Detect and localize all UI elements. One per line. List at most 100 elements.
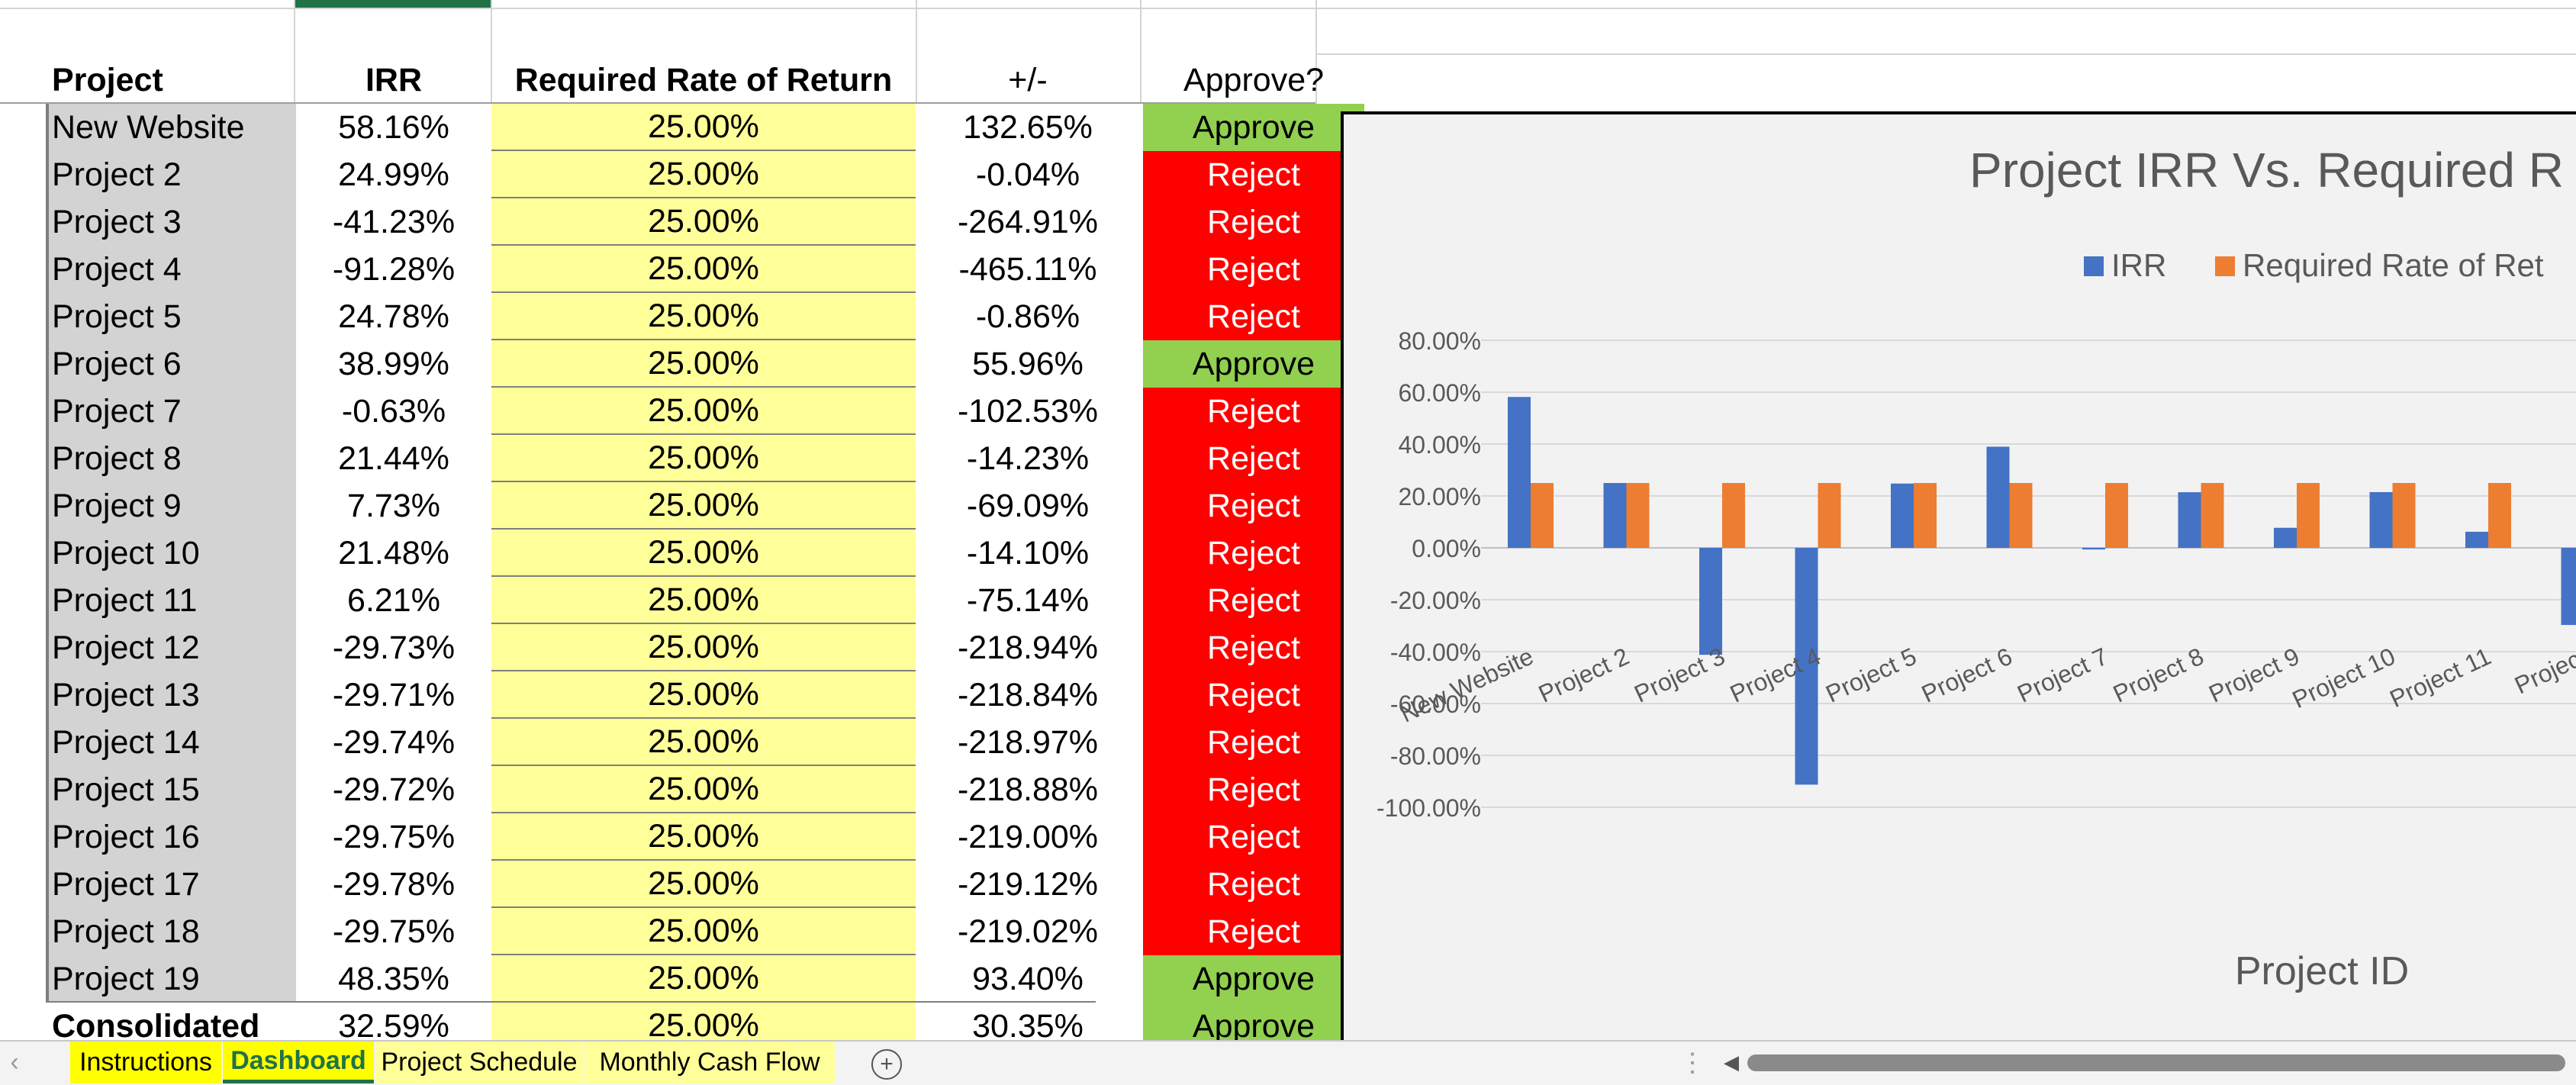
required-rate-cell[interactable]: 25.00%: [491, 577, 916, 624]
diff-cell[interactable]: -218.84%: [957, 676, 1099, 713]
diff-cell[interactable]: -465.11%: [958, 250, 1097, 288]
project-name-cell[interactable]: Project 5: [49, 293, 296, 340]
decision-cell[interactable]: Reject: [1143, 861, 1364, 908]
project-name-cell[interactable]: Project 11: [49, 577, 296, 624]
irr-cell[interactable]: 24.78%: [338, 298, 449, 335]
diff-cell[interactable]: -0.86%: [975, 298, 1080, 335]
irr-cell[interactable]: -29.75%: [332, 818, 456, 855]
tab-dashboard[interactable]: Dashboard: [223, 1042, 374, 1083]
decision-cell[interactable]: Approve: [1143, 340, 1364, 388]
project-name-cell[interactable]: Project 19: [49, 955, 296, 1003]
required-rate-cell[interactable]: 25.00%: [491, 435, 916, 482]
required-rate-cell[interactable]: 25.00%: [491, 671, 916, 719]
diff-cell[interactable]: -14.10%: [966, 534, 1090, 571]
decision-cell[interactable]: Reject: [1143, 719, 1364, 766]
project-name-cell[interactable]: Project 12: [49, 624, 296, 671]
diff-cell[interactable]: -218.97%: [957, 723, 1099, 761]
project-name-cell[interactable]: Project 16: [49, 813, 296, 861]
project-name-cell[interactable]: Project 2: [49, 151, 296, 198]
required-rate-cell[interactable]: 25.00%: [491, 246, 916, 293]
diff-cell[interactable]: -14.23%: [966, 439, 1090, 477]
project-name-cell[interactable]: Project 7: [49, 388, 296, 435]
irr-cell[interactable]: -41.23%: [332, 203, 456, 240]
diff-cell[interactable]: -264.91%: [957, 203, 1099, 240]
irr-cell[interactable]: 6.21%: [347, 581, 440, 619]
project-name-cell[interactable]: Project 3: [49, 198, 296, 246]
irr-cell[interactable]: 21.48%: [338, 534, 449, 571]
project-name-cell[interactable]: Project 17: [49, 861, 296, 908]
decision-cell[interactable]: Approve: [1143, 955, 1364, 1003]
decision-cell[interactable]: Reject: [1143, 151, 1364, 198]
decision-cell[interactable]: Reject: [1143, 198, 1364, 246]
irr-cell[interactable]: 58.16%: [338, 108, 449, 146]
worksheet[interactable]: Project IRR Required Rate of Return +/- …: [0, 0, 2576, 1040]
diff-cell[interactable]: -218.94%: [957, 629, 1099, 666]
horizontal-scrollbar[interactable]: [1747, 1054, 2565, 1071]
decision-cell[interactable]: Reject: [1143, 671, 1364, 719]
diff-cell[interactable]: -219.02%: [957, 913, 1099, 950]
add-sheet-icon[interactable]: +: [871, 1049, 902, 1080]
decision-cell[interactable]: Reject: [1143, 766, 1364, 813]
project-name-cell[interactable]: New Website: [49, 104, 296, 151]
irr-cell[interactable]: -0.63%: [341, 392, 446, 430]
scroll-left-icon[interactable]: ◀: [1724, 1051, 1739, 1074]
irr-cell[interactable]: -29.73%: [332, 629, 456, 666]
project-name-cell[interactable]: Project 18: [49, 908, 296, 955]
irr-cell[interactable]: -29.71%: [332, 676, 456, 713]
project-name-cell[interactable]: Project 14: [49, 719, 296, 766]
required-rate-cell[interactable]: 25.00%: [491, 151, 916, 198]
diff-cell[interactable]: -69.09%: [966, 487, 1090, 524]
irr-cell[interactable]: -29.78%: [332, 865, 456, 903]
decision-cell[interactable]: Approve: [1143, 104, 1364, 151]
irr-cell[interactable]: 32.59%: [338, 1007, 449, 1041]
diff-cell[interactable]: -102.53%: [957, 392, 1099, 430]
scroll-tabs-left-icon[interactable]: ‹: [10, 1048, 19, 1077]
diff-cell[interactable]: 55.96%: [972, 345, 1084, 382]
header-approve[interactable]: Approve?: [1183, 61, 1325, 98]
project-name-cell[interactable]: Project 13: [49, 671, 296, 719]
diff-cell[interactable]: 93.40%: [972, 960, 1084, 997]
decision-cell[interactable]: Reject: [1143, 293, 1364, 340]
required-rate-cell[interactable]: 25.00%: [491, 293, 916, 340]
header-irr[interactable]: IRR: [365, 61, 423, 98]
required-rate-cell[interactable]: 25.00%: [491, 908, 916, 955]
decision-cell[interactable]: Reject: [1143, 482, 1364, 530]
header-project[interactable]: Project: [52, 61, 163, 98]
decision-cell[interactable]: Reject: [1143, 435, 1364, 482]
project-name-cell[interactable]: Consolidated: [49, 1003, 296, 1040]
project-name-cell[interactable]: Project 4: [49, 246, 296, 293]
irr-cell[interactable]: 48.35%: [338, 960, 449, 997]
project-name-cell[interactable]: Project 10: [49, 530, 296, 577]
irr-cell[interactable]: 38.99%: [338, 345, 449, 382]
irr-cell[interactable]: 21.44%: [338, 439, 449, 477]
required-rate-cell[interactable]: 25.00%: [491, 624, 916, 671]
required-rate-cell[interactable]: 25.00%: [491, 104, 916, 151]
irr-cell[interactable]: 7.73%: [347, 487, 440, 524]
project-name-cell[interactable]: Project 15: [49, 766, 296, 813]
irr-cell[interactable]: 24.99%: [338, 156, 449, 193]
required-rate-cell[interactable]: 25.00%: [491, 861, 916, 908]
required-rate-cell[interactable]: 25.00%: [491, 813, 916, 861]
diff-cell[interactable]: -75.14%: [966, 581, 1090, 619]
irr-cell[interactable]: -29.74%: [332, 723, 456, 761]
decision-cell[interactable]: Reject: [1143, 530, 1364, 577]
tab-instructions[interactable]: Instructions: [70, 1042, 221, 1083]
diff-cell[interactable]: 30.35%: [972, 1007, 1084, 1041]
diff-cell[interactable]: -219.00%: [957, 818, 1099, 855]
required-rate-cell[interactable]: 25.00%: [491, 955, 916, 1003]
project-name-cell[interactable]: Project 6: [49, 340, 296, 388]
decision-cell[interactable]: Reject: [1143, 577, 1364, 624]
required-rate-cell[interactable]: 25.00%: [491, 340, 916, 388]
diff-cell[interactable]: 132.65%: [963, 108, 1093, 146]
decision-cell[interactable]: Reject: [1143, 624, 1364, 671]
irr-chart[interactable]: 80.00% 60.00% 40.00% 20.00% 0.00% -20.00% -40.…: [1341, 111, 2576, 1040]
required-rate-cell[interactable]: 25.00%: [491, 198, 916, 246]
irr-cell[interactable]: -29.72%: [332, 771, 456, 808]
required-rate-cell[interactable]: 25.00%: [491, 766, 916, 813]
decision-cell[interactable]: Reject: [1143, 813, 1364, 861]
required-rate-cell[interactable]: 25.00%: [491, 530, 916, 577]
tab-monthly-cash-flow[interactable]: Monthly Cash Flow: [584, 1042, 835, 1083]
header-diff[interactable]: +/-: [1008, 61, 1048, 98]
required-rate-cell[interactable]: 25.00%: [491, 482, 916, 530]
project-name-cell[interactable]: Project 8: [49, 435, 296, 482]
